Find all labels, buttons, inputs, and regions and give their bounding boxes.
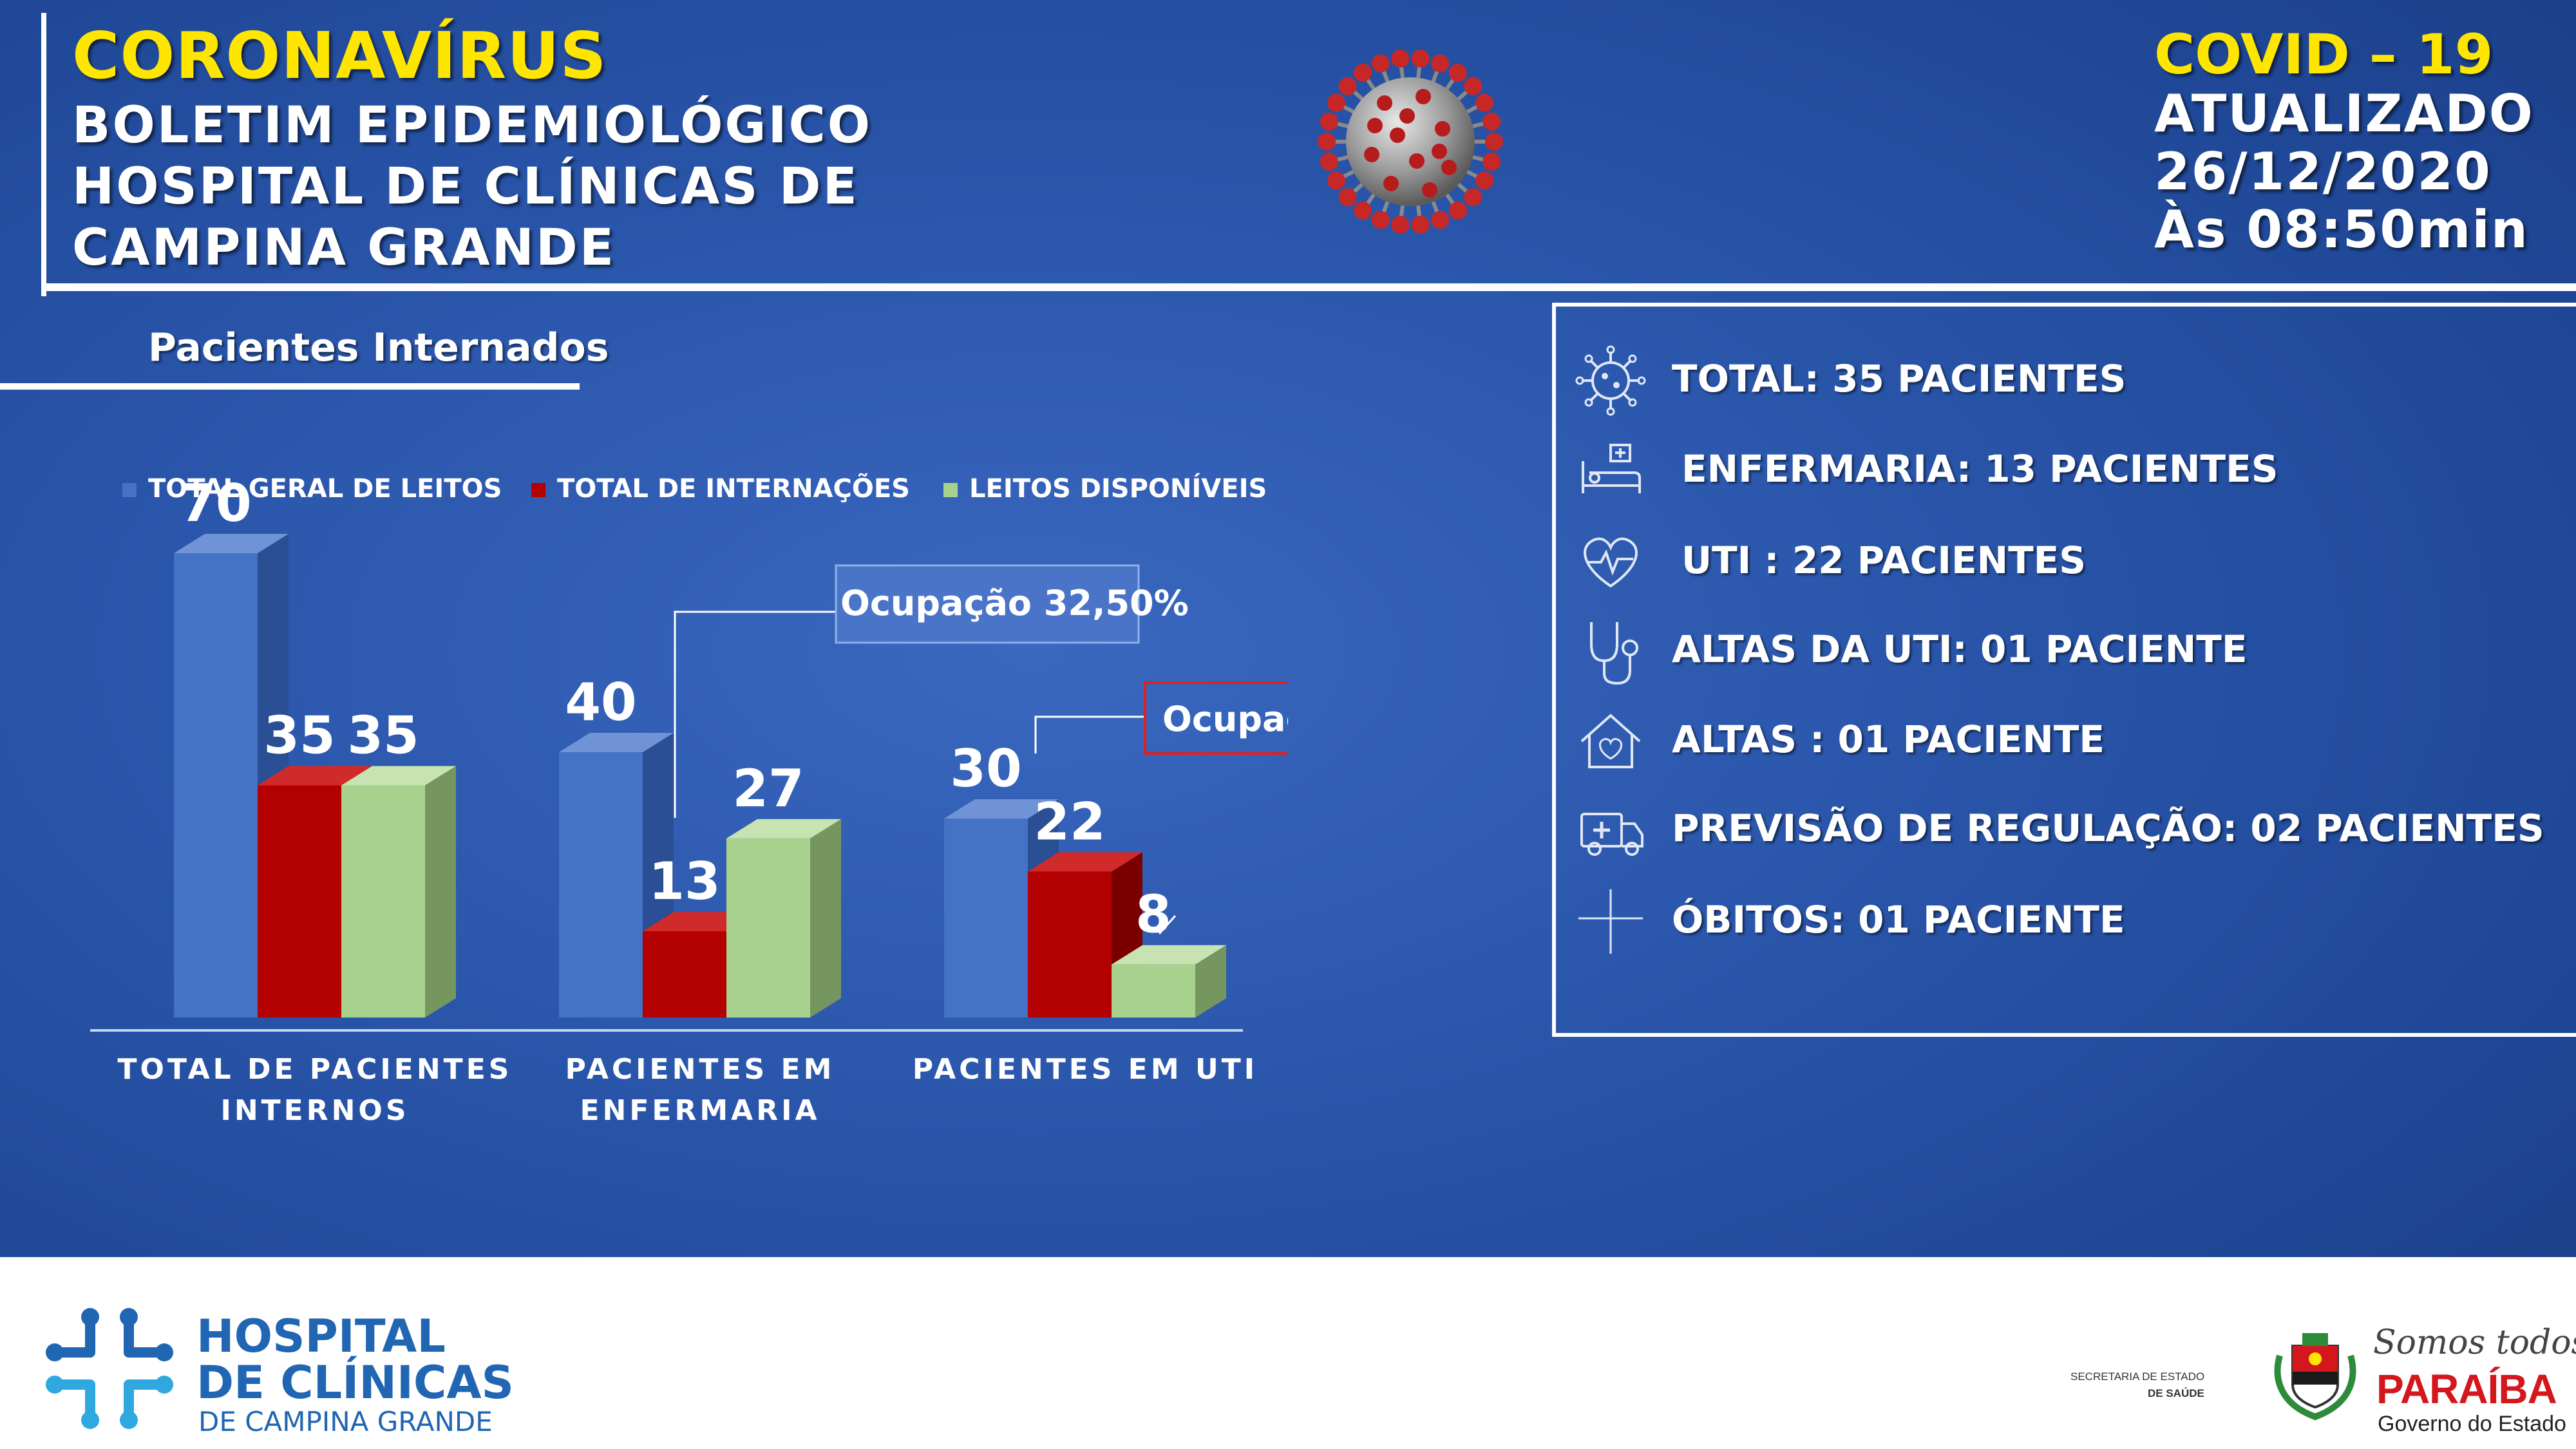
bar-2-3	[726, 819, 841, 1018]
annotation-text-1: Ocupação 32,50%	[840, 583, 1189, 623]
category-label-2: PACIENTES EM ENFERMARIA	[565, 1053, 835, 1127]
summary-row-2: ENFERMARIA: 13 PACIENTES	[1556, 435, 2576, 506]
summary-text-7: ÓBITOS: 01 PACIENTE	[1672, 898, 2125, 942]
virus-icon	[1575, 345, 1646, 416]
summary-text-6: PREVISÃO DE REGULAÇÃO: 02 PACIENTES	[1672, 806, 2544, 850]
header-divider	[41, 283, 2576, 291]
hospital-bed-icon	[1582, 444, 1641, 493]
home-heart-icon	[1580, 714, 1641, 768]
bar-3-3	[1112, 945, 1226, 1018]
header-covid-label: COVID – 19	[2154, 23, 2494, 87]
data-label-3-1: 30	[950, 739, 1021, 799]
header-date: 26/12/2020	[2154, 142, 2492, 202]
header-bulletin-label: BOLETIM EPIDEMIOLÓGICO	[72, 97, 873, 155]
hospital-name-line2: DE CLÍNICAS	[196, 1356, 514, 1409]
category-labels: TOTAL DE PACIENTES INTERNOS PACIENTES EM EN…	[118, 1053, 1258, 1127]
paraiba-slogan: Somos todos	[2373, 1323, 2576, 1362]
summary-panel: TOTAL: 35 PACIENTES ENFERMARIA: 13 PACIEN…	[1552, 303, 2576, 1037]
summary-text-2: ENFERMARIA: 13 PACIENTES	[1681, 447, 2278, 491]
data-label-2-3: 27	[732, 759, 804, 819]
data-label-1-1: 70	[180, 473, 251, 533]
bar-1-3	[341, 766, 456, 1018]
state-crest-icon	[2274, 1333, 2356, 1421]
summary-row-6: PREVISÃO DE REGULAÇÃO: 02 PACIENTES	[1556, 795, 2576, 866]
hospital-name-line3: DE CAMPINA GRANDE	[198, 1406, 493, 1437]
legend-swatch-2	[531, 483, 545, 497]
secretaria-label-line1: SECRETARIA DE ESTADO	[2070, 1370, 2205, 1383]
summary-row-7: ÓBITOS: 01 PACIENTE	[1556, 886, 2576, 957]
summary-text-4: ALTAS DA UTI: 01 PACIENTE	[1672, 627, 2248, 671]
header-accent-bar	[41, 13, 46, 296]
hospital-name-line1: HOSPITAL	[196, 1310, 446, 1363]
section-underline	[0, 383, 580, 390]
header-hospital-line2: CAMPINA GRANDE	[72, 219, 616, 277]
data-label-3-3: 8	[1135, 885, 1171, 945]
chart-annotations: Ocupação 32,50% Ocupação 73,33%	[674, 564, 1288, 934]
summary-text-3: UTI : 22 PACIENTES	[1681, 538, 2087, 582]
header-title: CORONAVÍRUS	[72, 18, 607, 93]
data-label-1-3: 35	[347, 706, 419, 766]
coronavirus-icon	[1318, 49, 1503, 234]
legend-label-1: TOTAL GERAL DE LEITOS	[148, 474, 502, 504]
header-hospital-line1: HOSPITAL DE CLÍNICAS DE	[72, 158, 859, 216]
header-time: Às 08:50min	[2154, 200, 2529, 260]
footer	[0, 1257, 2576, 1449]
data-label-2-1: 40	[565, 672, 636, 732]
section-title: Pacientes Internados	[148, 325, 609, 370]
summary-row-4: ALTAS DA UTI: 01 PACIENTE	[1556, 616, 2576, 687]
summary-text-5: ALTAS : 01 PACIENTE	[1672, 717, 2105, 761]
bar-chart: TOTAL GERAL DE LEITOS TOTAL DE INTERNAÇÕE…	[90, 473, 1288, 1127]
annotation-box-2	[1144, 681, 1288, 755]
data-label-2-2: 13	[649, 851, 720, 911]
heartbeat-icon	[1584, 537, 1638, 588]
legend-label-3: LEITOS DISPONÍVEIS	[969, 473, 1267, 504]
legend-swatch-3	[943, 483, 958, 497]
cross-icon	[1578, 889, 1643, 954]
chart-legend: TOTAL GERAL DE LEITOS TOTAL DE INTERNAÇÕE…	[122, 473, 1267, 504]
data-label-1-2: 35	[263, 706, 335, 766]
legend-label-2: TOTAL DE INTERNAÇÕES	[557, 473, 910, 504]
annotation-text-2: Ocupação 73,33%	[1162, 699, 1288, 739]
ambulance-icon	[1580, 813, 1643, 856]
summary-text-1: TOTAL: 35 PACIENTES	[1672, 357, 2126, 401]
secretaria-label-line2: DE SAÚDE	[2148, 1387, 2204, 1399]
summary-row-5: ALTAS : 01 PACIENTE	[1556, 706, 2576, 777]
summary-row-3: UTI : 22 PACIENTES	[1556, 527, 2576, 598]
summary-row-1: TOTAL: 35 PACIENTES	[1556, 345, 2576, 416]
paraiba-name: PARAÍBA	[2376, 1366, 2557, 1412]
legend-swatch-1	[122, 483, 137, 497]
annotation-box-1	[835, 564, 1140, 644]
hospital-logo-icon	[46, 1308, 173, 1429]
header-updated-label: ATUALIZADO	[2154, 84, 2534, 144]
data-label-3-2: 22	[1034, 791, 1105, 851]
category-label-3: PACIENTES EM UTI	[913, 1053, 1258, 1086]
paraiba-government-label: Governo do Estado	[2378, 1412, 2566, 1436]
category-label-1: TOTAL DE PACIENTES INTERNOS	[118, 1053, 513, 1127]
stethoscope-icon	[1590, 622, 1638, 685]
